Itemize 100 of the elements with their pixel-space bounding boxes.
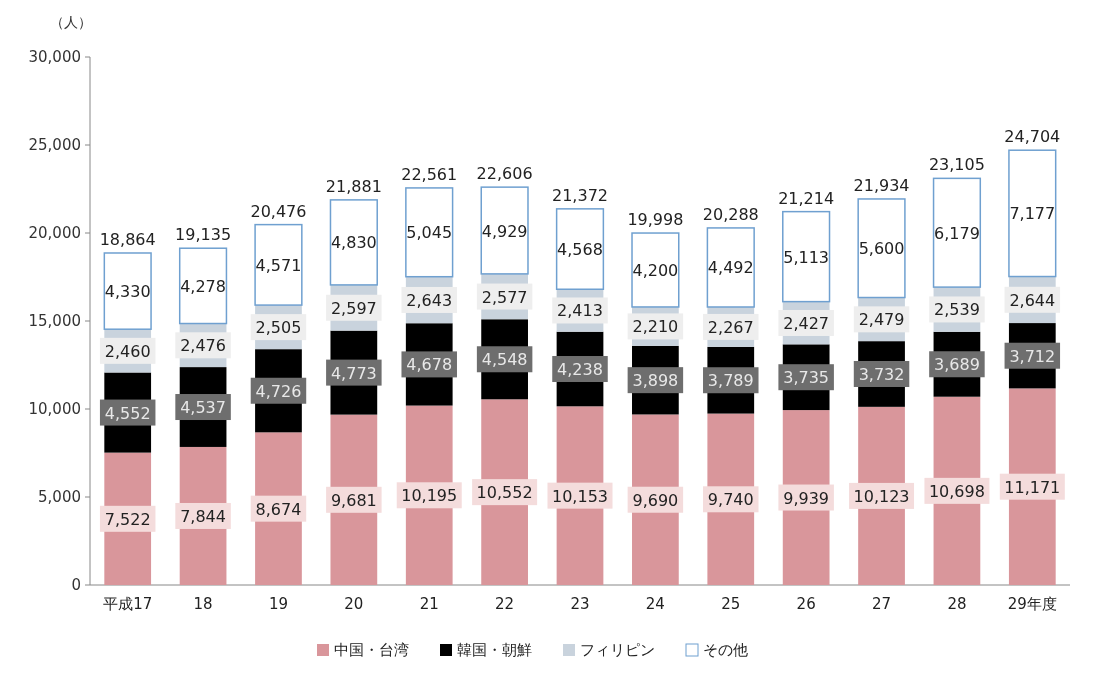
y-tick-label: 30,000	[28, 48, 81, 66]
x-tick-label: 25	[721, 595, 741, 613]
data-label: 2,643	[406, 290, 453, 310]
data-label: 3,898	[632, 371, 679, 391]
data-label: 2,644	[1009, 290, 1056, 310]
data-label: 2,479	[858, 310, 905, 330]
y-tick-label: 20,000	[28, 224, 81, 242]
data-label: 8,674	[255, 499, 302, 519]
bar	[1008, 149, 1057, 278]
data-label: 2,597	[330, 298, 377, 318]
data-label: 2,539	[934, 300, 980, 320]
legend-label: フィリピン	[580, 641, 655, 659]
total-label: 21,214	[778, 188, 835, 208]
total-label: 19,135	[175, 225, 232, 245]
data-label: 2,577	[481, 287, 528, 307]
legend-label: 韓国・朝鮮	[457, 641, 532, 659]
bar	[329, 199, 378, 286]
data-label: 10,195	[401, 486, 458, 506]
data-label: 4,568	[557, 240, 603, 260]
data-label: 9,690	[632, 490, 679, 510]
data-label: 4,548	[481, 350, 528, 370]
data-label: 4,278	[180, 276, 226, 296]
data-label: 4,773	[330, 363, 377, 383]
data-label: 2,413	[557, 301, 603, 321]
bar	[782, 210, 831, 303]
total-label: 24,704	[1004, 127, 1061, 147]
total-label: 18,864	[99, 229, 156, 249]
x-tick-label: 20	[344, 595, 364, 613]
data-label: 2,505	[255, 318, 302, 338]
data-label: 4,830	[330, 233, 377, 253]
y-tick-label: 0	[71, 576, 81, 594]
bar	[178, 247, 228, 325]
data-label: 2,210	[632, 317, 679, 337]
data-label: 5,045	[406, 223, 453, 243]
data-label: 4,929	[481, 221, 528, 241]
x-tick-label: 23	[570, 595, 590, 613]
data-label: 10,698	[928, 481, 985, 501]
total-label: 22,561	[401, 164, 458, 184]
data-label: 4,330	[104, 282, 151, 302]
x-tick-label: 26	[796, 595, 816, 613]
data-label: 10,153	[552, 486, 608, 506]
data-label: 4,552	[104, 403, 151, 423]
legend-label: 中国・台湾	[334, 641, 409, 659]
x-tick-label: 27	[871, 595, 892, 613]
data-label: 3,732	[858, 364, 905, 384]
x-tick-label: 平成17	[103, 595, 153, 613]
total-label: 20,476	[250, 201, 307, 221]
y-tick-label: 25,000	[28, 136, 81, 154]
legend-label: その他	[703, 641, 748, 659]
bar	[857, 198, 906, 299]
data-label: 10,552	[476, 483, 533, 503]
data-label: 6,179	[934, 223, 980, 243]
data-label: 4,200	[632, 261, 679, 280]
data-label: 9,939	[783, 488, 830, 508]
bar	[103, 252, 152, 330]
x-tick-label: 24	[645, 595, 665, 613]
data-label: 2,476	[180, 336, 226, 356]
data-label: 3,712	[1009, 346, 1056, 366]
total-label: 22,606	[476, 164, 533, 184]
data-label: 4,678	[406, 355, 453, 375]
total-label: 23,105	[928, 155, 985, 175]
x-tick-label: 18	[193, 595, 213, 613]
data-label: 5,113	[783, 247, 830, 267]
data-label: 2,267	[707, 317, 754, 337]
bar	[631, 232, 680, 308]
y-tick-label: 15,000	[28, 312, 81, 330]
bar	[254, 223, 303, 306]
total-label: 19,998	[627, 210, 684, 230]
data-label: 4,238	[557, 360, 603, 380]
bar	[932, 177, 982, 288]
y-tick-label: 5,000	[38, 488, 81, 506]
x-tick-label: 22	[495, 595, 515, 613]
data-label: 2,427	[783, 313, 830, 333]
data-label: 4,571	[255, 255, 302, 275]
bar	[480, 186, 529, 275]
x-tick-label: 21	[419, 595, 439, 613]
x-tick-label: 29年度	[1007, 595, 1057, 613]
data-label: 10,123	[853, 486, 910, 506]
data-label: 9,740	[707, 490, 754, 510]
y-axis-title: （人）	[50, 14, 92, 30]
x-tick-label: 19	[268, 595, 289, 613]
data-label: 2,460	[104, 341, 151, 361]
data-label: 4,726	[255, 381, 302, 401]
bar	[555, 208, 605, 290]
data-label: 7,522	[104, 509, 151, 529]
data-label: 9,681	[330, 490, 377, 510]
data-label: 3,689	[934, 355, 980, 375]
total-label: 21,934	[853, 175, 910, 195]
total-label: 21,372	[552, 185, 608, 205]
data-label: 3,735	[783, 368, 830, 388]
bar	[706, 227, 755, 308]
data-label: 11,171	[1004, 477, 1061, 497]
data-label: 7,177	[1009, 204, 1056, 224]
y-tick-label: 10,000	[28, 400, 81, 418]
bar	[405, 187, 454, 278]
x-tick-label: 28	[947, 595, 967, 613]
total-label: 20,288	[702, 204, 759, 224]
data-label: 7,844	[180, 506, 226, 526]
total-label: 21,881	[325, 176, 382, 196]
data-label: 5,600	[858, 239, 905, 259]
